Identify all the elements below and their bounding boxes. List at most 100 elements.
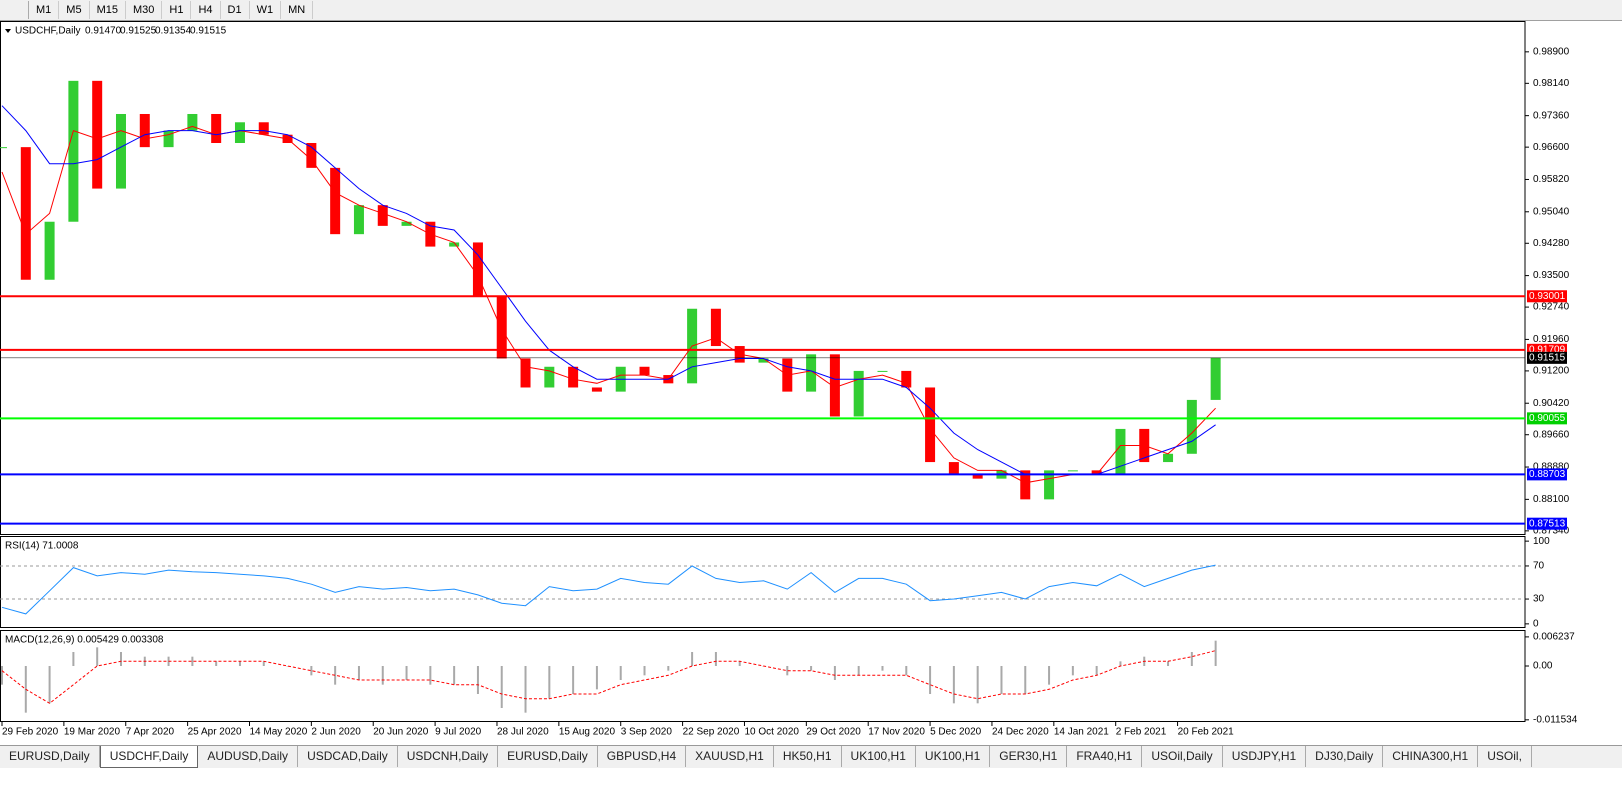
price-candle [877, 370, 888, 372]
chart-tab[interactable]: UK100,H1 [916, 746, 991, 767]
chart-tab[interactable]: FRA40,H1 [1067, 746, 1143, 767]
level-label: 0.93001 [1529, 291, 1566, 302]
price-candle [44, 221, 55, 280]
chart-tab[interactable]: GBPUSD,H4 [598, 746, 687, 767]
chart-tab[interactable]: UK100,H1 [842, 746, 916, 767]
price-candle [139, 113, 150, 148]
macd-bar [833, 666, 836, 680]
y-tick-label: 0.006237 [1533, 632, 1575, 643]
macd-bar [643, 666, 646, 676]
price-candle [115, 113, 126, 189]
price-candle [520, 358, 531, 388]
level-label: 0.87513 [1529, 518, 1566, 529]
macd-bar [619, 666, 622, 680]
y-tick-label: 0.87340 [1533, 525, 1570, 536]
y-tick-label: 0.93500 [1533, 270, 1570, 281]
indicator-title: MACD(12,26,9) 0.005429 0.003308 [5, 635, 164, 646]
chart-tab[interactable]: USDCAD,Daily [298, 746, 398, 767]
y-tick-label: 0.97360 [1533, 110, 1570, 121]
x-tick-label: 29 Feb 2020 [2, 727, 59, 738]
price-candle [330, 167, 341, 235]
y-tick-label: 0.98900 [1533, 46, 1570, 57]
x-tick-label: 9 Jul 2020 [435, 727, 482, 738]
x-tick-label: 19 Mar 2020 [64, 727, 121, 738]
y-tick-label: -0.011534 [1533, 714, 1578, 725]
timeframe-button[interactable]: H1 [162, 1, 192, 19]
macd-bar [595, 666, 598, 690]
chart-tab[interactable]: DJ30,Daily [1306, 746, 1384, 767]
y-tick-label: 0.95820 [1533, 174, 1570, 185]
timeframe-button[interactable]: H4 [191, 1, 221, 19]
macd-bar [405, 666, 408, 680]
chart-tab[interactable]: EURUSD,Daily [0, 746, 100, 767]
macd-bar [310, 666, 313, 676]
macd-bar [119, 652, 122, 666]
chart-tab[interactable]: HK50,H1 [774, 746, 842, 767]
macd-bar [357, 666, 360, 680]
y-tick-label: 0.90420 [1533, 398, 1570, 409]
x-tick-label: 15 Aug 2020 [559, 727, 616, 738]
timeframe-button[interactable]: MN [281, 1, 314, 19]
y-tick-label: 30 [1533, 594, 1545, 605]
macd-bar [1214, 640, 1217, 666]
price-candle [353, 205, 364, 235]
macd-bar [786, 666, 789, 676]
chart-tab[interactable]: USDCNH,Daily [398, 746, 499, 767]
chart-tab[interactable]: AUDUSD,Daily [198, 746, 299, 767]
macd-bar [714, 652, 717, 666]
timeframe-button[interactable]: M1 [29, 1, 60, 19]
panel-frame [0, 536, 1526, 628]
price-candle [568, 366, 579, 388]
macd-bar [1190, 652, 1193, 666]
x-tick-label: 28 Jul 2020 [497, 727, 549, 738]
level-label-bg [1527, 351, 1567, 364]
macd-bar [429, 666, 432, 685]
macd-bar [572, 666, 575, 694]
macd-bar [262, 661, 265, 666]
macd-bar [738, 661, 741, 666]
ohlc-value: 0.91470 [85, 26, 122, 37]
timeframe-button[interactable]: M15 [90, 1, 126, 19]
chart-tab[interactable]: USOil, [1478, 746, 1532, 767]
chart-tab[interactable]: XAUUSD,H1 [686, 746, 774, 767]
price-candle [1186, 399, 1197, 454]
macd-bar [96, 647, 99, 666]
chart-tab[interactable]: USDCHF,Daily [99, 746, 199, 768]
timeframe-button[interactable]: D1 [221, 1, 250, 19]
macd-bar [215, 661, 218, 666]
macd-bar [48, 666, 51, 704]
macd-bar [1024, 666, 1027, 694]
price-candle [0, 147, 7, 149]
chart-tab[interactable]: USOil,Daily [1142, 746, 1223, 767]
indicator-line [1, 105, 1216, 475]
y-tick-label: 0.98140 [1533, 78, 1570, 89]
timeframe-button[interactable]: W1 [250, 1, 282, 19]
chart-tab[interactable]: CHINA300,H1 [1383, 746, 1479, 767]
ohlc-value: 0.91354 [155, 26, 192, 37]
chart-tab[interactable]: GER30,H1 [990, 746, 1068, 767]
price-candle [829, 354, 840, 417]
panel-frame [0, 630, 1526, 722]
price-candle [710, 308, 721, 347]
timeframe-button[interactable]: M5 [59, 1, 90, 19]
ohlc-value: 0.91515 [190, 26, 227, 37]
y-tick-label: 0.00 [1533, 661, 1553, 672]
x-tick-label: 20 Jun 2020 [373, 727, 428, 738]
panel-frame [0, 21, 1526, 535]
x-tick-label: 14 May 2020 [249, 727, 307, 738]
chart-tab[interactable]: USDJPY,H1 [1223, 746, 1307, 767]
price-candle [163, 130, 174, 148]
price-candle [496, 296, 507, 359]
macd-bar [1095, 666, 1098, 676]
toolbar-grip [0, 1, 29, 19]
level-label: 0.91515 [1529, 352, 1566, 363]
chart-tab[interactable]: EURUSD,Daily [498, 746, 598, 767]
menu-arrow [5, 29, 11, 33]
timeframe-button[interactable]: M30 [126, 1, 163, 19]
price-candle [544, 366, 555, 388]
macd-bar [691, 652, 694, 666]
macd-bar [952, 666, 955, 704]
indicator-line [1, 564, 1216, 615]
price-candle [258, 122, 269, 135]
x-tick-label: 17 Nov 2020 [868, 727, 925, 738]
